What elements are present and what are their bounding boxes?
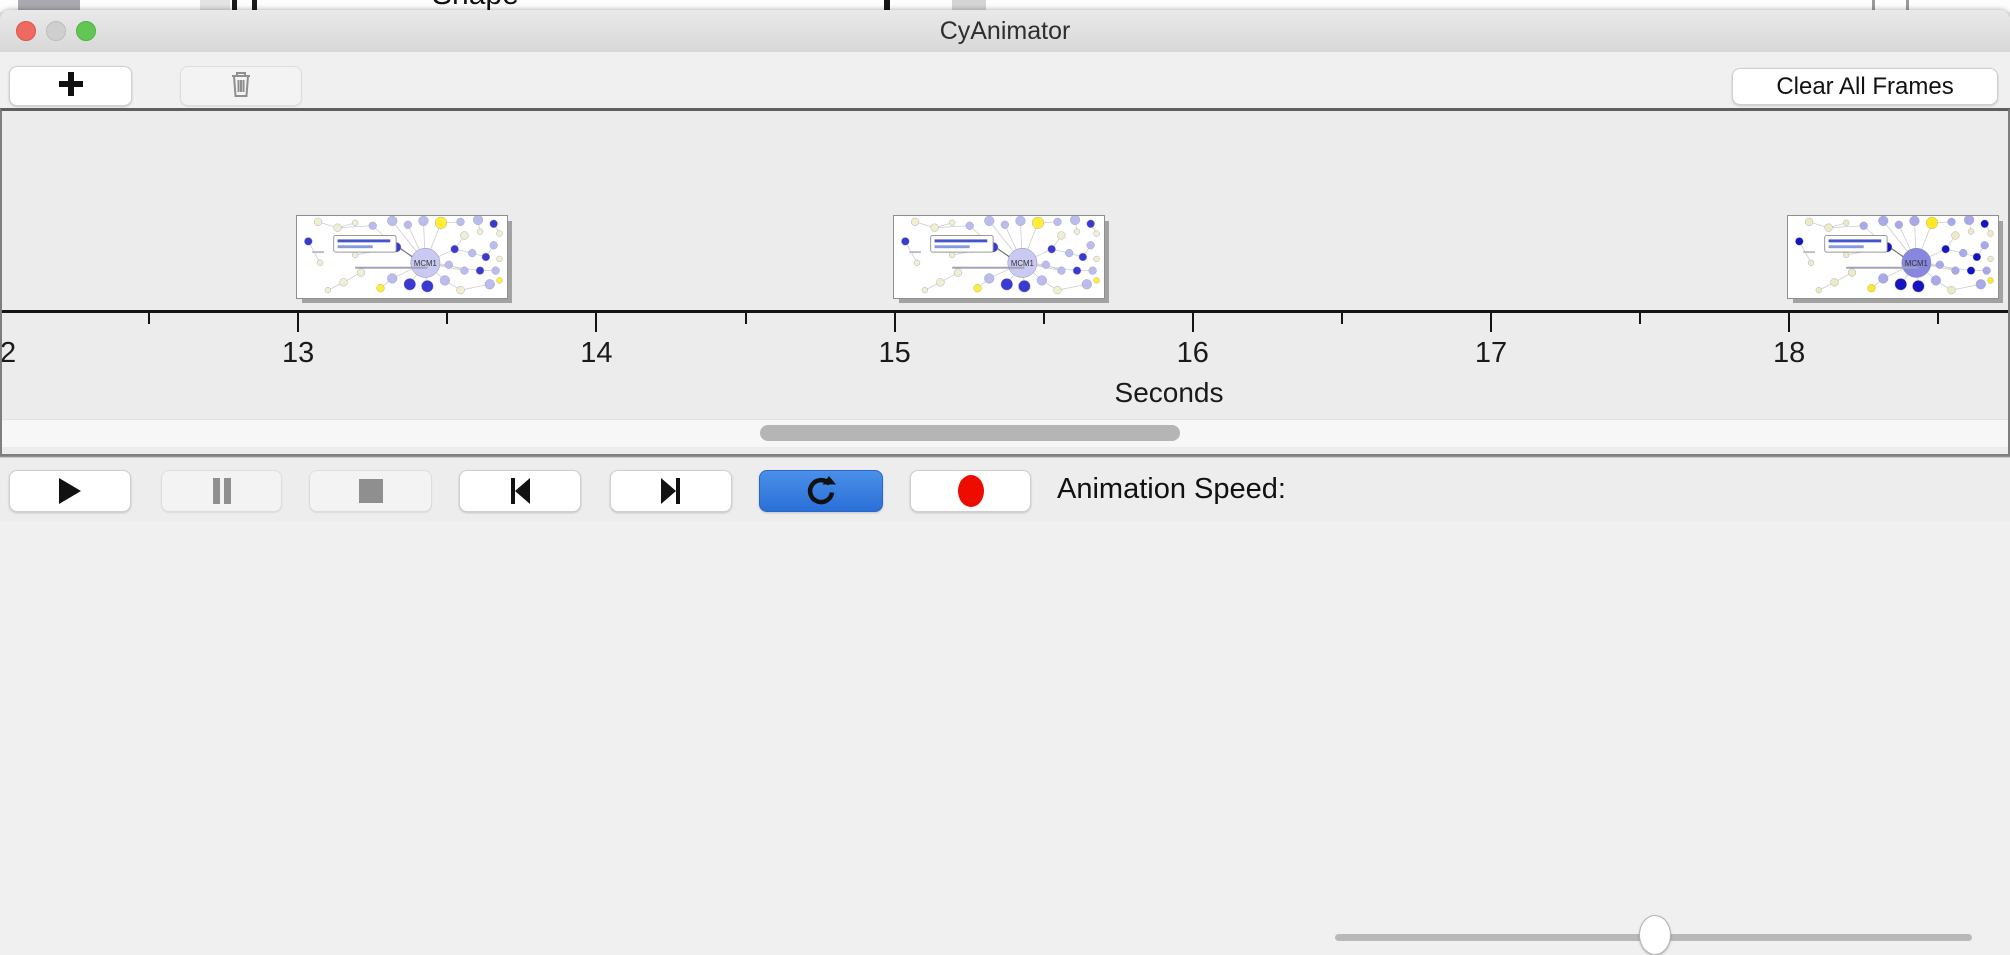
background-partial-text: Shape [432, 0, 519, 12]
axis-minor-tick [148, 313, 151, 324]
axis-minor-tick [744, 313, 747, 324]
frame-thumbnail[interactable]: MCM1 [892, 215, 1105, 299]
background-fragment [1872, 0, 1875, 12]
skip-to-end-button[interactable] [610, 470, 732, 512]
background-fragment [884, 0, 890, 12]
axis-tick-label: 14 [580, 337, 613, 369]
axis-tick-label: 16 [1176, 337, 1209, 369]
axis-tick-label: 13 [282, 337, 315, 369]
axis-major-tick [0, 313, 1, 332]
close-button[interactable] [16, 21, 36, 41]
background-fragment [200, 0, 230, 12]
frame-thumbnail[interactable]: MCM1 [1787, 215, 2000, 299]
pause-button[interactable] [161, 470, 282, 512]
background-fragment [952, 0, 986, 12]
frame-thumbnail[interactable]: MCM1 [296, 215, 509, 299]
frame-toolbar: Clear All Frames [0, 52, 2010, 108]
cyanimator-window: CyAnimator Clear All Frames MCM1 MCM1 MCM1… [0, 10, 2010, 955]
axis-minor-tick [1042, 313, 1045, 324]
axis-major-tick [1191, 313, 1194, 332]
play-icon [58, 477, 82, 505]
axis-minor-tick [1639, 313, 1642, 324]
svg-text:MCM1: MCM1 [1010, 259, 1033, 268]
axis-major-tick [1490, 313, 1492, 332]
axis-minor-tick [446, 313, 449, 324]
minimize-button[interactable] [46, 21, 66, 41]
axis-minor-tick [1937, 313, 1940, 324]
clear-all-frames-button[interactable]: Clear All Frames [1732, 68, 1998, 105]
plus-icon [57, 70, 85, 103]
background-app-strip: Shape [0, 0, 2010, 12]
skip-to-end-icon [660, 477, 682, 505]
axis-tick-label: 12 [0, 337, 17, 369]
skip-to-start-button[interactable] [459, 470, 581, 512]
delete-frame-button[interactable] [180, 66, 302, 106]
loop-icon [805, 475, 837, 507]
axis-tick-label: 17 [1474, 337, 1508, 369]
background-fragment [252, 0, 257, 12]
axis-unit-label: Seconds [1114, 377, 1224, 408]
record-icon [957, 475, 984, 507]
window-titlebar[interactable]: CyAnimator [0, 10, 2010, 53]
timeline-scrollbar-track[interactable] [2, 419, 2008, 447]
axis-major-tick [1788, 313, 1791, 332]
trash-icon [228, 69, 254, 104]
background-fragment [1906, 0, 1909, 12]
loop-button[interactable] [759, 470, 883, 512]
add-frame-button[interactable] [9, 66, 132, 106]
play-button[interactable] [9, 470, 131, 512]
window-title: CyAnimator [939, 17, 1071, 45]
axis-major-tick [595, 313, 598, 332]
timeline-scrollbar-thumb[interactable] [760, 425, 1180, 441]
clear-all-frames-label: Clear All Frames [1776, 72, 1954, 100]
timeline-panel[interactable]: MCM1 MCM1 MCM1 12 13 14 15 16 17 18 Seconds [0, 108, 2010, 456]
stop-button[interactable] [309, 470, 432, 512]
svg-text:MCM1: MCM1 [414, 259, 437, 268]
playback-bar: Animation Speed: [0, 456, 2010, 955]
skip-to-start-icon [509, 477, 531, 505]
background-fragment [18, 0, 80, 12]
animation-speed-label: Animation Speed: [1057, 473, 1286, 505]
record-button[interactable] [910, 470, 1031, 512]
svg-text:MCM1: MCM1 [1905, 259, 1928, 268]
maximize-button[interactable] [76, 21, 96, 41]
pause-icon [210, 477, 234, 505]
background-fragment [232, 0, 237, 12]
timeline-axis [2, 310, 2008, 313]
animation-speed-slider-thumb[interactable] [1638, 915, 1671, 955]
axis-minor-tick [1340, 313, 1343, 324]
axis-major-tick [893, 313, 896, 332]
axis-tick-label: 18 [1773, 337, 1806, 369]
axis-major-tick [297, 313, 300, 332]
stop-icon [358, 478, 384, 504]
axis-tick-label: 15 [878, 337, 911, 369]
